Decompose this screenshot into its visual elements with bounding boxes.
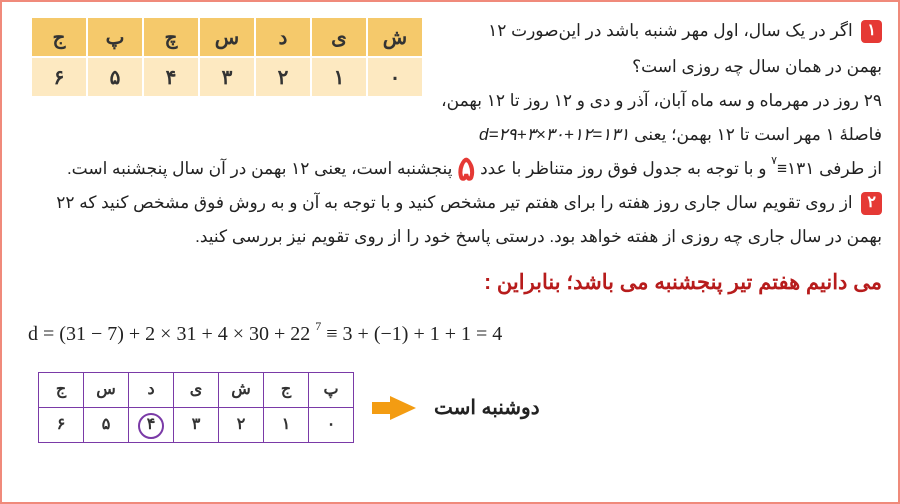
bt-h: ش [219,373,264,408]
bt-c: ۶ [39,408,84,443]
th-cell: چ [143,17,199,57]
bottom-row: ج س د ی ش ج پ ۶ ۵ ۴ ۳ ۲ ۱ ۰ دوشنبه است [38,372,872,443]
q1-text-a: اگر در یک سال، اول مهر شنبه باشد در این‌… [488,21,853,40]
bt-c: ۵ [84,408,129,443]
td-cell: ۴ [143,57,199,97]
th-cell: د [255,17,311,57]
bt-h: د [129,373,174,408]
bt-h: ج [264,373,309,408]
q2-line2: بهمن در سال جاری چه روزی از هفته خواهد ب… [18,220,882,254]
q1-l5-a: از طرفی [814,159,882,178]
bt-c: ۲ [219,408,264,443]
th-cell: ج [31,17,87,57]
mod-sup: ۷ [771,155,777,167]
q1-line4-a: فاصلهٔ ۱ مهر است تا ۱۲ بهمن؛ یعنی [629,125,882,144]
big-five: ۵ [457,152,475,186]
q1-l5-c: و با توجه به جدول فوق روز متناظر با عدد [475,159,766,178]
table-body-row: ۶ ۵ ۴ ۳ ۲ ۱ ۰ [31,57,423,97]
eq-right: ≡ 3 + (−1) + 1 + 1 = 4 [321,323,502,345]
red-heading: می دانیم هفتم تیر پنجشنبه می باشد؛ بنابر… [18,262,882,304]
q1-line5: از طرفی ۱۳۱≡۷ و با توجه به جدول فوق روز … [18,152,882,186]
result-text: دوشنبه است [434,388,540,428]
arrow-icon [372,396,416,420]
bt-c-circled: ۴ [129,408,174,443]
table-head-row: ج پ چ س د ی ش [31,17,423,57]
bt-h: س [84,373,129,408]
bt-body-row: ۶ ۵ ۴ ۳ ۲ ۱ ۰ [39,408,354,443]
q1-line4: فاصلهٔ ۱ مهر است تا ۱۲ بهمن؛ یعنی d=۲۹+۳… [18,118,882,152]
bt-head-row: ج س د ی ش ج پ [39,373,354,408]
q1-l5-math: ۱۳۱≡۷ [766,159,814,178]
eq-sup: 7 [315,319,321,333]
bt-h: ج [39,373,84,408]
weekday-table-bottom: ج س د ی ش ج پ ۶ ۵ ۴ ۳ ۲ ۱ ۰ [38,372,354,443]
bt-h: پ [309,373,354,408]
bt-c: ۱ [264,408,309,443]
bt-h: ی [174,373,219,408]
td-cell: ۳ [199,57,255,97]
q2-line1: ۲ از روی تقویم سال جاری روز هفته را برای… [18,186,882,220]
td-cell: ۵ [87,57,143,97]
q1-l5-num: ۱۳۱≡ [777,159,814,178]
arrow-head [390,396,416,420]
weekday-table-top: ج پ چ س د ی ش ۶ ۵ ۴ ۳ ۲ ۱ ۰ [30,16,424,98]
bt-c: ۳ [174,408,219,443]
th-cell: پ [87,17,143,57]
th-cell: س [199,17,255,57]
question-badge-1: ۱ [861,20,882,42]
q1-l5-d: پنجشنبه است، یعنی ۱۲ بهمن در آن سال پنجش… [67,159,452,178]
circled-value: ۴ [138,413,164,439]
q2-a: از روی تقویم سال جاری روز هفته را برای ه… [56,193,852,212]
q1-math: d=۲۹+۳×۳۰+۱۲=۱۳۱ [479,125,629,144]
bt-c: ۰ [309,408,354,443]
td-cell: ۲ [255,57,311,97]
question-badge-2: ۲ [861,192,882,214]
td-cell: ۶ [31,57,87,97]
eq-left: d = (31 − 7) + 2 × 31 + 4 × 30 + 22 [28,323,315,345]
equation: d = (31 − 7) + 2 × 31 + 4 × 30 + 22 7 ≡ … [28,314,882,354]
td-cell: ۱ [311,57,367,97]
td-cell: ۰ [367,57,423,97]
th-cell: ش [367,17,423,57]
th-cell: ی [311,17,367,57]
